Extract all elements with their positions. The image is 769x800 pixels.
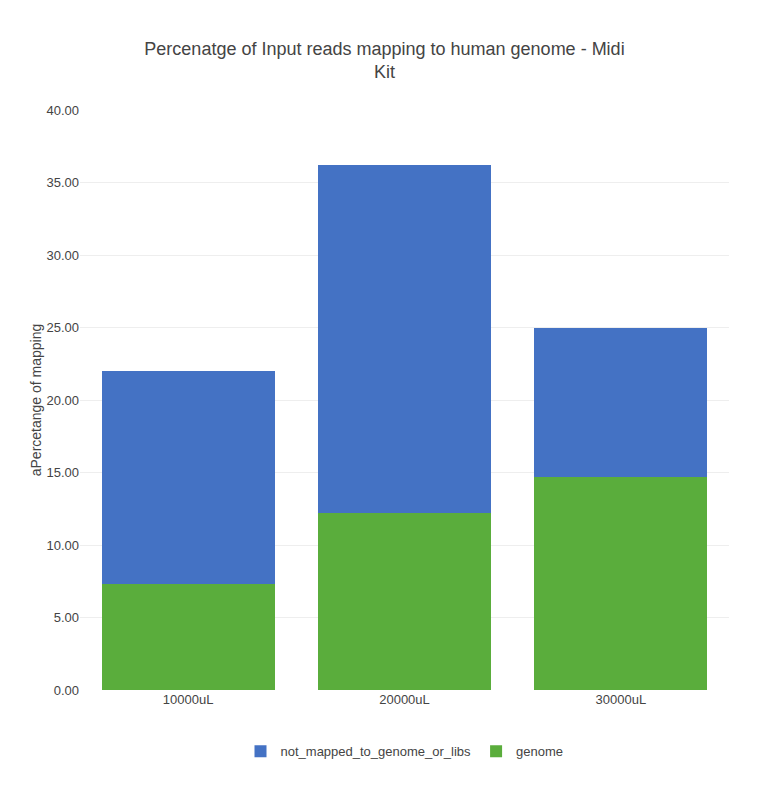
svg-text:15.00: 15.00	[46, 465, 79, 480]
svg-text:Percenatge of Input reads mapp: Percenatge of Input reads mapping to hum…	[144, 39, 624, 82]
svg-text:aPercetange of mapping: aPercetange of mapping	[28, 324, 44, 477]
svg-text:30.00: 30.00	[46, 248, 79, 263]
svg-text:not_mapped_to_genome_or_libs: not_mapped_to_genome_or_libs	[281, 744, 472, 759]
svg-text:10.00: 10.00	[46, 538, 79, 553]
svg-text:10000uL: 10000uL	[163, 692, 214, 707]
svg-text:25.00: 25.00	[46, 320, 79, 335]
svg-text:0.00: 0.00	[54, 683, 79, 698]
svg-text:5.00: 5.00	[54, 610, 79, 625]
svg-text:genome: genome	[516, 744, 563, 759]
svg-text:40.00: 40.00	[46, 103, 79, 118]
svg-text:20.00: 20.00	[46, 393, 79, 408]
svg-text:30000uL: 30000uL	[596, 692, 647, 707]
svg-text:35.00: 35.00	[46, 175, 79, 190]
svg-text:20000uL: 20000uL	[379, 692, 430, 707]
